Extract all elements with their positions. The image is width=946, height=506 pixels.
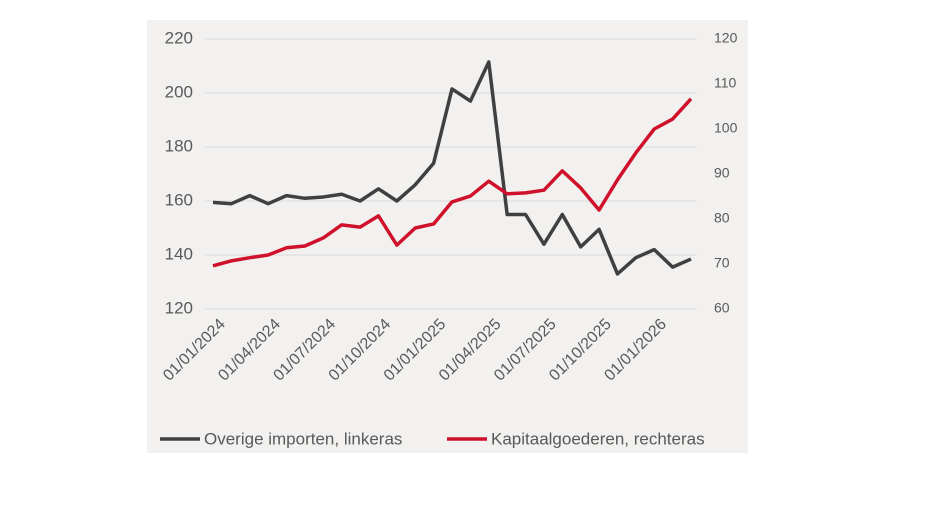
y2-tick-label: 60: [714, 300, 730, 316]
y-tick-label: 140: [165, 244, 193, 263]
y2-tick-label: 90: [714, 165, 730, 181]
y-tick-label: 120: [165, 298, 193, 317]
y2-tick-label: 80: [714, 210, 730, 226]
y-tick-label: 160: [165, 190, 193, 209]
chart-background: [147, 20, 748, 453]
series-line: [212, 97, 693, 268]
y-tick-label: 200: [165, 82, 193, 101]
series-line: [212, 60, 692, 276]
y-tick-label: 180: [165, 136, 193, 155]
y2-tick-label: 70: [714, 255, 730, 271]
y2-tick-label: 120: [714, 30, 738, 46]
y2-tick-label: 110: [714, 75, 737, 91]
legend-label: Kapitaalgoederen, rechteras: [491, 429, 705, 448]
y-tick-label: 220: [165, 28, 193, 47]
y2-tick-label: 100: [714, 120, 738, 136]
legend-label: Overige importen, linkeras: [204, 429, 402, 448]
